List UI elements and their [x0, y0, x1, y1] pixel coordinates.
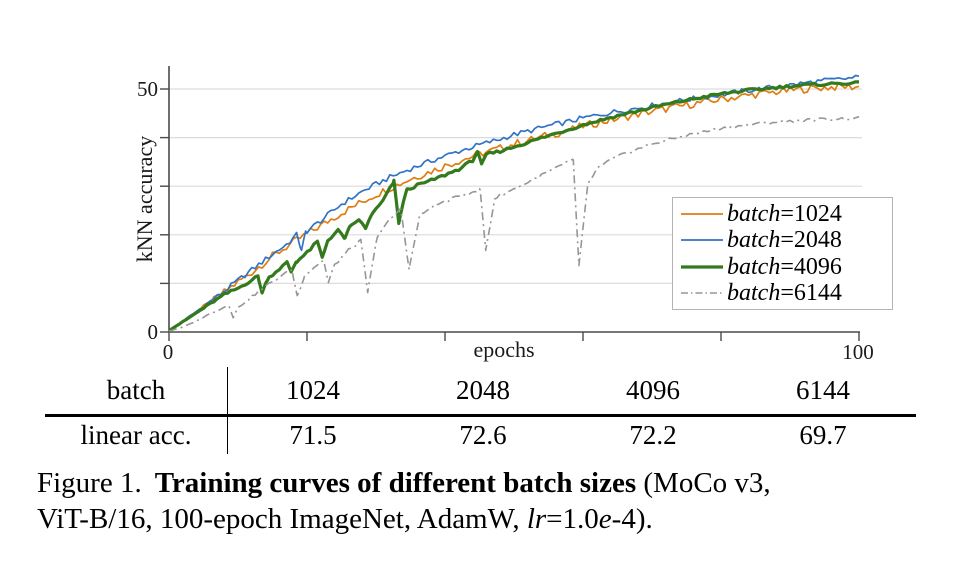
results-table: batch 1024 2048 4096 6144 linear acc. 71… — [45, 367, 916, 454]
caption-line2-suffix: -4). — [611, 503, 653, 535]
figure-caption: Figure 1. Training curves of different ba… — [37, 465, 952, 537]
caption-line-2: ViT-B/16, 100-epoch ImageNet, AdamW, lr=… — [37, 501, 952, 537]
caption-line2-prefix: ViT-B/16, 100-epoch ImageNet, AdamW, — [37, 503, 527, 535]
caption-bold-text: Training curves of different batch sizes — [154, 467, 637, 499]
legend-label: batch=1024 — [727, 202, 842, 226]
table-col-4096: 4096 — [626, 375, 680, 405]
caption-line1-suffix: (MoCo v3, — [636, 467, 771, 499]
table-value-6144: 69.7 — [799, 420, 847, 450]
training-curves-plot: 50 0 kNN accuracy 0 100 epochs — [132, 66, 874, 364]
legend-item-batch-6144: batch=6144 — [681, 280, 886, 306]
x-axis-label: epochs — [473, 337, 534, 362]
y-tick-label-50: 50 — [137, 77, 158, 101]
table-rule — [45, 414, 916, 417]
axes — [160, 66, 860, 341]
legend-value-text: =6144 — [780, 280, 842, 307]
caption-e-italic: e — [598, 503, 612, 535]
table-value-4096: 72.2 — [629, 420, 677, 450]
legend-line-batch-6144-icon — [681, 292, 723, 295]
caption-lr-italic: lr — [526, 503, 547, 535]
legend-item-batch-1024: batch=1024 — [681, 201, 886, 227]
curve-batch-2048 — [168, 74, 860, 332]
caption-lr-equals: =1.0 — [546, 503, 599, 535]
legend-label: batch=2048 — [727, 228, 842, 252]
legend-var-text: batch — [727, 200, 781, 227]
table-header-label: batch — [45, 367, 228, 414]
legend-item-batch-4096: batch=4096 — [681, 254, 886, 280]
legend-var-text: batch — [727, 280, 781, 307]
table-col-6144: 6144 — [796, 375, 850, 405]
table-col-2048: 2048 — [456, 375, 510, 405]
legend-var-text: batch — [727, 227, 781, 254]
x-tick-label-0: 0 — [163, 340, 174, 364]
legend-box: batch=1024 batch=2048 batch=4096 batch=6… — [672, 197, 893, 310]
table-row-linear-acc: linear acc. 71.5 72.6 72.2 69.7 — [45, 417, 916, 454]
table-col-1024: 1024 — [286, 375, 340, 405]
caption-line-1: Figure 1. Training curves of different ba… — [37, 465, 952, 501]
legend-value-text: =1024 — [780, 200, 842, 227]
legend-var-text: batch — [727, 253, 781, 280]
legend-line-batch-2048-icon — [681, 239, 723, 242]
table-value-2048: 72.6 — [459, 420, 507, 450]
y-tick-label-0: 0 — [148, 320, 159, 344]
table-value-1024: 71.5 — [289, 420, 337, 450]
legend-label: batch=6144 — [727, 281, 842, 305]
legend-line-batch-1024-icon — [681, 212, 723, 215]
curves — [168, 74, 860, 332]
legend-value-text: =4096 — [780, 253, 842, 280]
legend-label: batch=4096 — [727, 255, 842, 279]
y-axis-label: kNN accuracy — [132, 136, 157, 262]
legend-item-batch-2048: batch=2048 — [681, 227, 886, 253]
legend-value-text: =2048 — [780, 227, 842, 254]
x-tick-label-100: 100 — [842, 340, 874, 364]
table-row-label: linear acc. — [45, 417, 228, 454]
table-header-row: batch 1024 2048 4096 6144 — [45, 367, 916, 414]
legend-line-batch-4096-icon — [681, 265, 723, 269]
curve-batch-4096 — [168, 80, 860, 332]
figure-label: Figure 1. — [37, 467, 142, 499]
